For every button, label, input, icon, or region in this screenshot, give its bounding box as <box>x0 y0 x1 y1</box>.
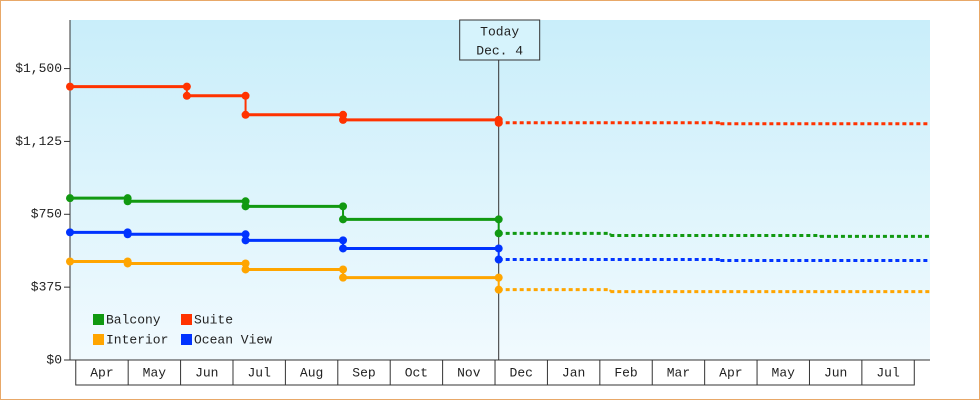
plot-area <box>70 20 930 360</box>
x-tick-label: Oct <box>405 365 428 380</box>
point-marker <box>66 228 74 237</box>
x-tick-label: Feb <box>614 365 637 380</box>
point-marker <box>339 202 348 211</box>
x-tick-label: Jan <box>562 365 585 380</box>
point-marker <box>494 255 503 264</box>
point-marker <box>66 194 74 203</box>
y-tick-label: $750 <box>31 207 62 222</box>
x-tick-label: Jul <box>876 365 900 380</box>
legend-label: Ocean View <box>194 332 272 347</box>
point-marker <box>241 110 250 119</box>
x-tick-label: Jun <box>824 365 847 380</box>
legend-swatch <box>93 334 104 345</box>
point-marker <box>123 259 132 268</box>
point-marker <box>241 230 250 239</box>
y-tick-label: $1,125 <box>15 134 62 149</box>
point-marker <box>494 118 503 127</box>
point-marker <box>241 236 250 245</box>
x-tick-label: Sep <box>352 365 375 380</box>
point-marker <box>123 230 132 239</box>
y-tick-label: $0 <box>46 352 62 367</box>
x-tick-label: Nov <box>457 365 481 380</box>
y-tick-label: $1,500 <box>15 61 62 76</box>
x-tick-label: May <box>143 365 167 380</box>
x-tick-label: Mar <box>667 365 690 380</box>
point-marker <box>339 215 348 224</box>
today-label: Today <box>480 24 519 39</box>
x-tick-label: Jul <box>247 365 271 380</box>
point-marker <box>494 244 503 253</box>
x-tick-label: May <box>772 365 796 380</box>
x-tick-label: Jun <box>195 365 218 380</box>
today-date: Dec. 4 <box>476 43 523 58</box>
point-marker <box>66 257 74 266</box>
point-marker <box>494 285 503 294</box>
legend-swatch <box>93 314 104 325</box>
point-marker <box>494 229 503 238</box>
legend-label: Suite <box>194 312 233 327</box>
legend-swatch <box>181 314 192 325</box>
point-marker <box>339 265 348 274</box>
point-marker <box>123 197 132 206</box>
x-tick-label: Dec <box>510 365 533 380</box>
point-marker <box>241 265 250 274</box>
point-marker <box>339 244 348 253</box>
point-marker <box>494 215 503 224</box>
y-tick-label: $375 <box>31 280 62 295</box>
x-tick-label: Aug <box>300 365 323 380</box>
point-marker <box>339 236 348 245</box>
point-marker <box>241 259 250 268</box>
point-marker <box>339 115 348 124</box>
point-marker <box>339 273 348 282</box>
point-marker <box>182 82 191 91</box>
legend-label: Interior <box>106 332 168 347</box>
x-tick-label: Apr <box>90 365 113 380</box>
today-box <box>459 19 541 61</box>
legend-swatch <box>181 334 192 345</box>
point-marker <box>241 91 250 100</box>
point-marker <box>66 82 74 91</box>
point-marker <box>182 91 191 100</box>
point-marker <box>494 273 503 282</box>
x-tick-label: Apr <box>719 365 742 380</box>
point-marker <box>241 202 250 211</box>
legend-label: Balcony <box>106 312 161 327</box>
